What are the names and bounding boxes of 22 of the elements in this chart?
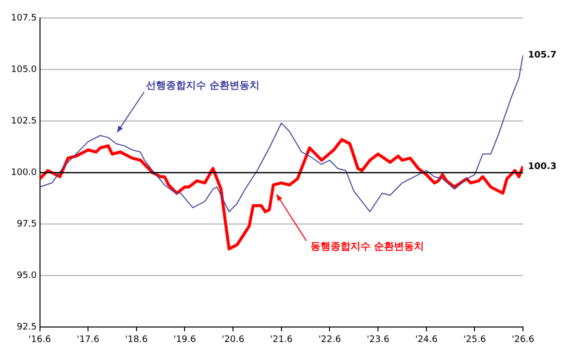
y-tick-label: 107.5: [11, 13, 37, 24]
x-tick-label: '17.6: [76, 334, 100, 345]
x-tick-label: '23.6: [366, 334, 390, 345]
x-tick-label: '24.6: [415, 334, 438, 345]
y-tick-label: 95.0: [16, 271, 38, 282]
annotation: 105.7: [528, 50, 556, 60]
x-tick-label: '19.6: [173, 334, 196, 345]
y-tick-label: 100.0: [11, 168, 38, 178]
x-tick-label: '18.6: [125, 334, 148, 345]
text: 선행종합지수 순환변동치: [146, 80, 260, 92]
text: 동행종합지수 순환변동치: [310, 241, 424, 252]
x-tick-label: '22.6: [318, 334, 342, 345]
y-tick-label: 92.5: [16, 322, 37, 333]
x-tick-label: '20.6: [222, 334, 245, 345]
y-tick-label: 102.5: [11, 116, 37, 126]
y-tick-label: 105.0: [11, 64, 38, 75]
x-tick-label: '25.6: [463, 334, 486, 345]
y-tick-label: 97.5: [16, 219, 37, 230]
x-tick-label: '16.6: [28, 334, 52, 345]
x-tick-label: '26.6: [512, 334, 535, 345]
annotation: 100.3: [528, 162, 556, 172]
x-tick-label: '21.6: [270, 334, 293, 345]
